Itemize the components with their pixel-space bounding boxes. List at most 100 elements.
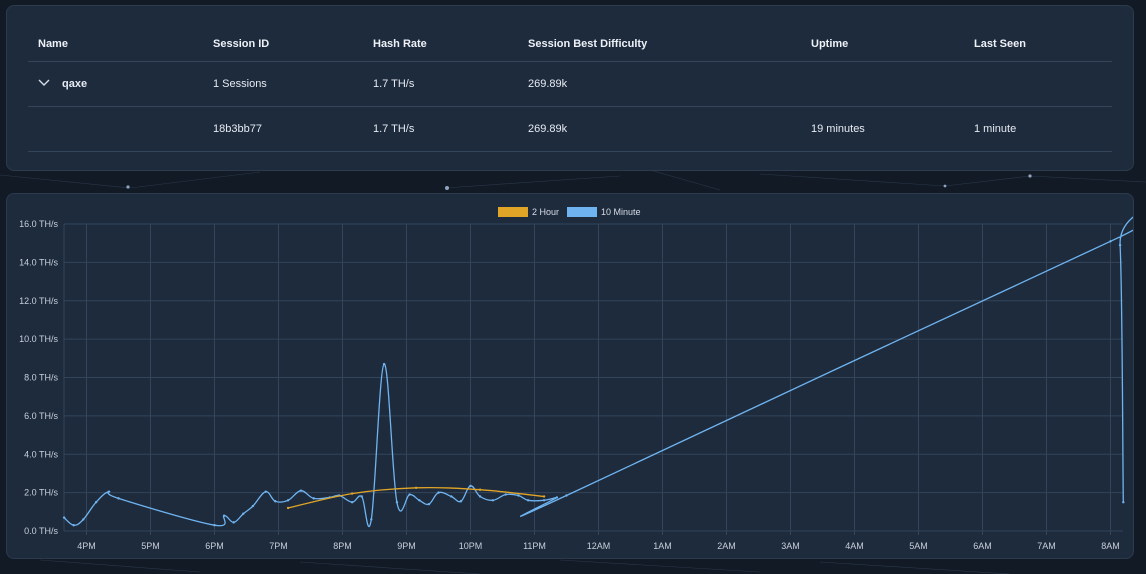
- worker-sessions-count: 1 Sessions: [203, 61, 363, 107]
- data-point-10-minute: [350, 501, 354, 504]
- x-tick-label: 6AM: [973, 541, 992, 551]
- header-name: Name: [28, 26, 203, 62]
- data-point-2-hour: [286, 506, 290, 510]
- data-point-10-minute: [213, 524, 216, 527]
- x-tick-label: 11PM: [523, 541, 546, 551]
- y-tick-label: 4.0 TH/s: [24, 449, 58, 459]
- data-point-2-hour: [478, 488, 482, 491]
- y-tick-label: 10.0 TH/s: [19, 334, 58, 344]
- session-row: 18b3bb77 1.7 TH/s 269.89k 19 minutes 1 m…: [28, 106, 1112, 152]
- data-point-10-minute: [555, 496, 559, 499]
- x-tick-label: 8PM: [333, 541, 352, 551]
- session-best-difficulty: 269.89k: [518, 106, 801, 152]
- y-tick-label: 2.0 TH/s: [24, 488, 58, 498]
- session-last-seen: 1 minute: [964, 106, 1112, 152]
- worker-name-cell: qaxe: [28, 61, 203, 107]
- data-point-10-minute: [459, 500, 463, 503]
- session-uptime: 19 minutes: [801, 106, 964, 152]
- y-tick-label: 8.0 TH/s: [24, 373, 58, 383]
- y-tick-label: 16.0 TH/s: [19, 219, 58, 229]
- data-point-10-minute: [1118, 243, 1122, 247]
- data-point-2-hour: [414, 486, 418, 490]
- data-point-10-minute: [437, 491, 440, 494]
- x-tick-label: 8AM: [1101, 541, 1120, 551]
- data-point-10-minute: [360, 495, 363, 498]
- x-tick-label: 3AM: [781, 541, 800, 551]
- data-point-10-minute: [504, 493, 507, 496]
- data-point-10-minute: [542, 499, 546, 502]
- data-point-10-minute: [286, 499, 290, 502]
- legend-swatch-10-minute[interactable]: [567, 207, 597, 217]
- legend-label-10-minute[interactable]: 10 Minute: [601, 207, 641, 217]
- x-tick-label: 4PM: [77, 541, 96, 551]
- x-tick-label: 1AM: [653, 541, 672, 551]
- data-point-2-hour: [542, 495, 546, 498]
- data-point-10-minute: [526, 499, 530, 502]
- data-point-10-minute: [222, 514, 226, 517]
- y-tick-label: 6.0 TH/s: [24, 411, 58, 421]
- worker-best-difficulty: 269.89k: [518, 61, 801, 107]
- data-point-10-minute: [370, 518, 373, 521]
- series-line-10-minute: [63, 216, 1133, 528]
- data-point-10-minute: [274, 500, 277, 503]
- data-point-10-minute: [427, 502, 431, 506]
- session-id: 18b3bb77: [203, 106, 363, 152]
- x-tick-label: 12AM: [587, 541, 611, 551]
- data-point-10-minute: [491, 499, 495, 502]
- worker-name: qaxe: [62, 77, 88, 90]
- data-point-10-minute: [1122, 501, 1125, 504]
- workers-table-card: Name Session ID Hash Rate Session Best D…: [6, 5, 1134, 171]
- data-point-10-minute: [565, 494, 568, 497]
- data-point-10-minute: [242, 512, 245, 515]
- x-tick-label: 7PM: [269, 541, 288, 551]
- workers-table: Name Session ID Hash Rate Session Best D…: [28, 26, 1112, 152]
- worker-last-seen: [964, 61, 1112, 107]
- data-point-10-minute: [82, 518, 85, 521]
- header-hash-rate: Hash Rate: [363, 26, 518, 62]
- data-point-10-minute: [251, 504, 255, 508]
- data-point-10-minute: [517, 494, 520, 497]
- header-last-seen: Last Seen: [964, 26, 1112, 62]
- data-point-10-minute: [408, 493, 411, 496]
- header-uptime: Uptime: [801, 26, 964, 62]
- x-tick-label: 10PM: [459, 541, 483, 551]
- data-point-10-minute: [264, 490, 267, 493]
- table-header-row: Name Session ID Hash Rate Session Best D…: [28, 26, 1112, 62]
- data-point-10-minute: [62, 516, 66, 519]
- x-tick-label: 9PM: [397, 541, 416, 551]
- data-point-10-minute: [469, 484, 472, 488]
- session-name-cell: [28, 106, 203, 152]
- worker-hash-rate: 1.7 TH/s: [363, 61, 518, 107]
- x-tick-label: 7AM: [1037, 541, 1056, 551]
- y-tick-label: 12.0 TH/s: [19, 296, 58, 306]
- worker-group-row[interactable]: qaxe 1 Sessions 1.7 TH/s 269.89k: [28, 61, 1112, 107]
- legend-swatch-2-hour[interactable]: [498, 207, 528, 217]
- data-point-2-hour: [350, 492, 354, 495]
- data-point-10-minute: [478, 495, 482, 498]
- header-session-best-difficulty: Session Best Difficulty: [518, 26, 801, 62]
- data-point-10-minute: [107, 490, 111, 493]
- chevron-down-icon[interactable]: [38, 78, 50, 90]
- x-tick-label: 5AM: [909, 541, 928, 551]
- hashrate-chart-card: 0.0 TH/s 2.0 TH/s 4.0 TH/s 6.0 TH/s 8.0 TH/s…: [6, 193, 1134, 559]
- data-point-10-minute: [382, 362, 386, 366]
- worker-uptime: [801, 61, 964, 107]
- y-tick-label: 14.0 TH/s: [19, 257, 58, 267]
- data-point-10-minute: [395, 501, 399, 504]
- header-session-id: Session ID: [203, 26, 363, 62]
- data-point-10-minute: [117, 497, 120, 500]
- session-hash-rate: 1.7 TH/s: [363, 106, 518, 152]
- x-tick-label: 4AM: [845, 541, 864, 551]
- data-point-10-minute: [299, 489, 303, 492]
- data-point-10-minute: [312, 497, 315, 500]
- x-tick-label: 2AM: [717, 541, 736, 551]
- x-tick-label: 6PM: [205, 541, 224, 551]
- hashrate-chart: 0.0 TH/s 2.0 TH/s 4.0 TH/s 6.0 TH/s 8.0 TH/s…: [19, 207, 1133, 551]
- x-tick-label: 5PM: [141, 541, 160, 551]
- data-point-10-minute: [450, 495, 453, 498]
- data-point-10-minute: [94, 501, 98, 504]
- data-point-10-minute: [72, 524, 75, 527]
- legend-label-2-hour[interactable]: 2 Hour: [532, 207, 559, 217]
- data-point-10-minute: [418, 499, 421, 502]
